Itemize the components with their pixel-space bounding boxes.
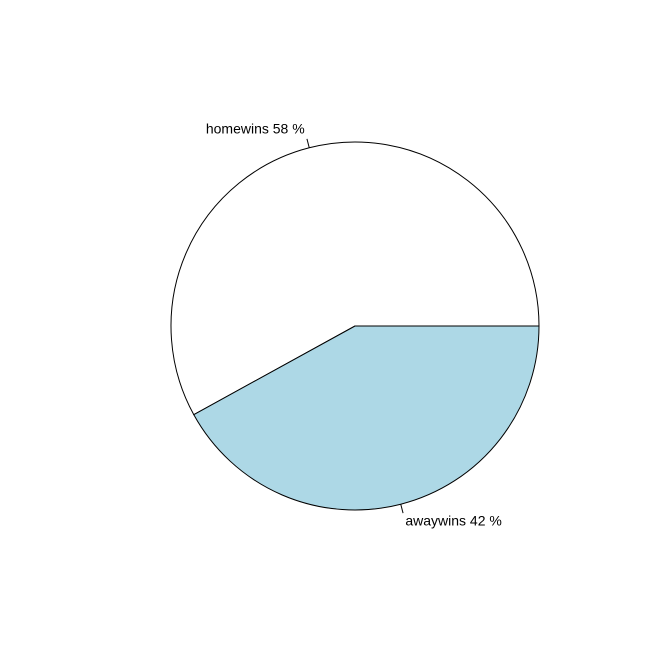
pie-label-tick-homewins (306, 138, 310, 148)
pie-label-tick-awaywins (400, 504, 404, 514)
pie-slice-awaywins (193, 325, 540, 511)
pie-label-awaywins: awaywins 42 % (405, 513, 502, 529)
pie-label-homewins: homewins 58 % (206, 121, 305, 137)
